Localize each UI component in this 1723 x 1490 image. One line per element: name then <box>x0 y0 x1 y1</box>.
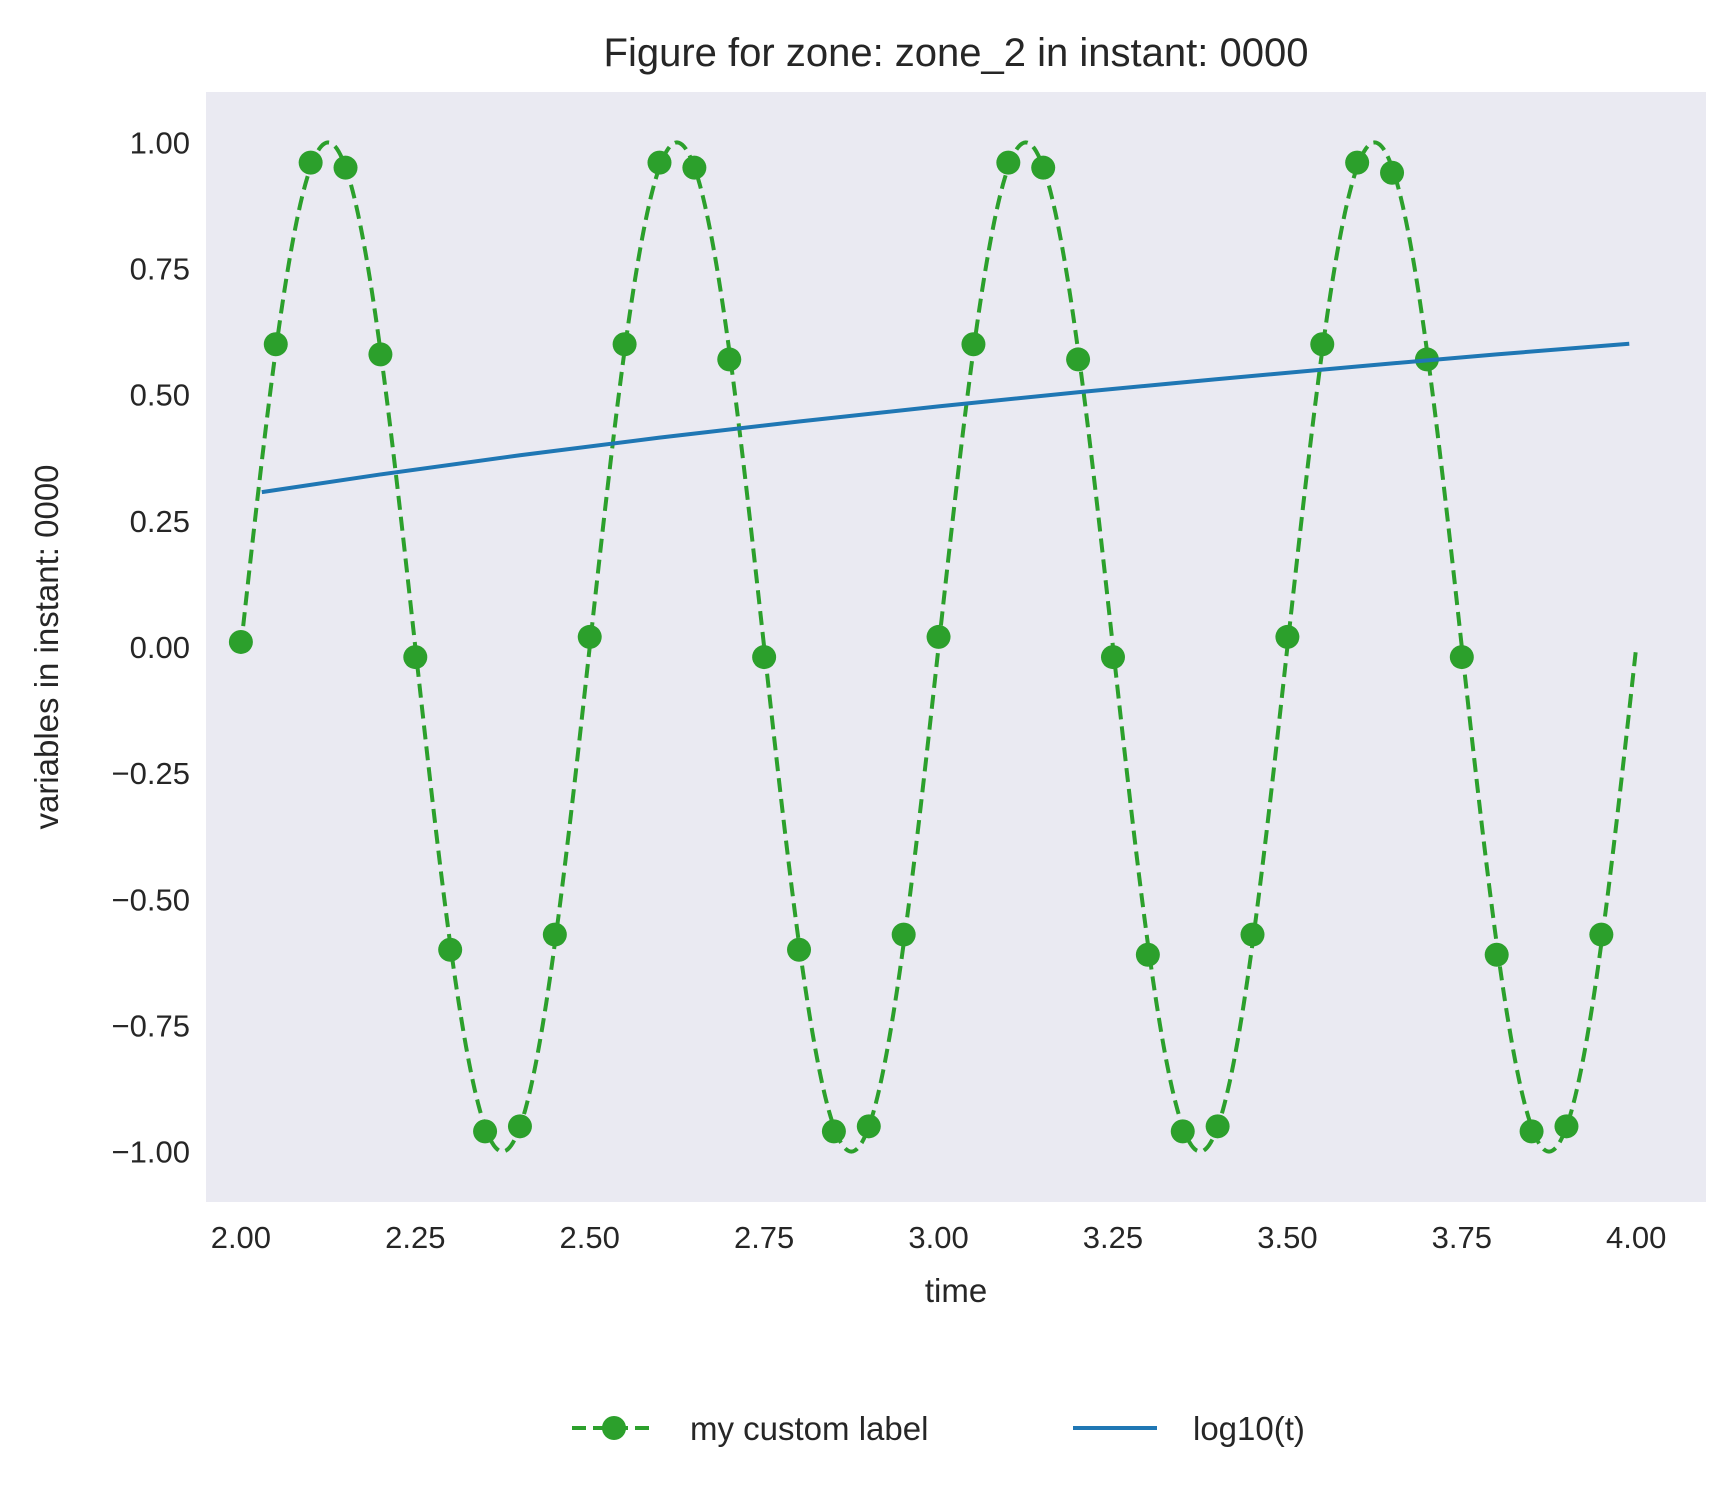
series-point-my-custom-label <box>717 347 742 372</box>
legend-label-my-custom-label: my custom label <box>690 1410 928 1447</box>
x-tick-labels: 2.00 2.25 2.50 2.75 3.00 3.25 3.50 3.75 4.00 <box>211 1220 1667 1255</box>
series-point-my-custom-label <box>1380 160 1405 185</box>
series-point-my-custom-label <box>961 332 986 357</box>
y-tick-label: −0.25 <box>112 756 190 791</box>
series-layer <box>228 140 1639 1154</box>
legend-marker-my-custom-label <box>602 1416 626 1440</box>
series-point-my-custom-label <box>1484 942 1509 967</box>
chart-title: Figure for zone: zone_2 in instant: 0000 <box>604 31 1309 75</box>
series-point-my-custom-label <box>612 332 637 357</box>
y-axis-label: variables in instant: 0000 <box>28 464 65 829</box>
series-point-my-custom-label <box>1205 1114 1230 1139</box>
series-point-my-custom-label <box>1135 942 1160 967</box>
x-tick-label: 3.25 <box>1083 1220 1143 1255</box>
series-point-my-custom-label <box>1554 1114 1579 1139</box>
y-tick-label: 0.75 <box>130 252 190 287</box>
series-point-my-custom-label <box>1345 150 1370 175</box>
series-point-my-custom-label <box>507 1114 532 1139</box>
series-point-my-custom-label <box>647 150 672 175</box>
x-tick-label: 3.50 <box>1257 1220 1317 1255</box>
series-point-my-custom-label <box>403 645 428 670</box>
series-point-my-custom-label <box>577 624 602 649</box>
series-point-my-custom-label <box>682 155 707 180</box>
y-tick-label: −0.75 <box>112 1008 190 1043</box>
legend-label-log10: log10(t) <box>1193 1410 1305 1447</box>
plot-area <box>206 92 1706 1202</box>
series-point-my-custom-label <box>1519 1119 1544 1144</box>
y-tick-label: −0.50 <box>112 882 190 917</box>
series-point-my-custom-label <box>787 937 812 962</box>
y-tick-label: 1.00 <box>130 125 190 160</box>
series-point-my-custom-label <box>298 150 323 175</box>
series-point-my-custom-label <box>368 342 393 367</box>
series-point-my-custom-label <box>1275 624 1300 649</box>
y-tick-label: 0.00 <box>130 630 190 665</box>
series-point-my-custom-label <box>1100 645 1125 670</box>
series-line-log10 <box>261 341 1630 495</box>
series-point-my-custom-label <box>1310 332 1335 357</box>
x-tick-label: 2.25 <box>385 1220 445 1255</box>
series-line-my-custom-label <box>238 140 1639 1154</box>
series-point-my-custom-label <box>926 624 951 649</box>
series-point-my-custom-label <box>263 332 288 357</box>
x-tick-label: 3.00 <box>908 1220 968 1255</box>
x-tick-label: 2.75 <box>734 1220 794 1255</box>
x-tick-label: 3.75 <box>1432 1220 1492 1255</box>
legend: my custom label log10(t) <box>572 1410 1305 1447</box>
x-tick-label: 4.00 <box>1606 1220 1666 1255</box>
series-point-my-custom-label <box>333 155 358 180</box>
x-tick-label: 2.50 <box>560 1220 620 1255</box>
y-tick-label: 0.50 <box>130 378 190 413</box>
series-point-my-custom-label <box>1170 1119 1195 1144</box>
y-tick-labels: 1.00 0.75 0.50 0.25 0.00 −0.25 −0.50 −0.75 −1.00 <box>112 125 190 1169</box>
x-tick-label: 2.00 <box>211 1220 271 1255</box>
series-point-my-custom-label <box>1240 922 1265 947</box>
series-point-my-custom-label <box>1031 155 1056 180</box>
series-point-my-custom-label <box>996 150 1021 175</box>
series-point-my-custom-label <box>473 1119 498 1144</box>
y-tick-label: 0.25 <box>130 504 190 539</box>
series-point-my-custom-label <box>1449 645 1474 670</box>
series-point-my-custom-label <box>891 922 916 947</box>
series-point-my-custom-label <box>542 922 567 947</box>
series-point-my-custom-label <box>821 1119 846 1144</box>
series-point-my-custom-label <box>1589 922 1614 947</box>
series-point-my-custom-label <box>438 937 463 962</box>
series-point-my-custom-label <box>752 645 777 670</box>
series-point-my-custom-label <box>856 1114 881 1139</box>
series-point-my-custom-label <box>1066 347 1091 372</box>
series-point-my-custom-label <box>228 629 253 654</box>
x-axis-label: time <box>925 1272 987 1309</box>
y-tick-label: −1.00 <box>112 1135 190 1170</box>
